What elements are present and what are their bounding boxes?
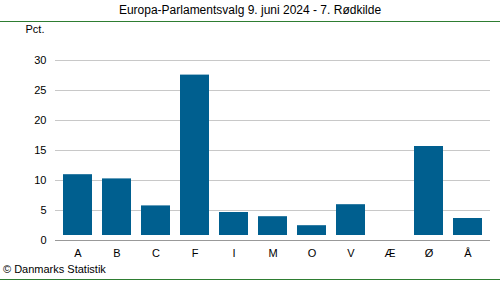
svg-text:Ø: Ø: [425, 247, 434, 259]
svg-text:I: I: [232, 247, 235, 259]
svg-text:C: C: [152, 247, 160, 259]
svg-text:M: M: [268, 247, 277, 259]
html-text:© Danmarks Statistik: © Danmarks Statistik: [3, 263, 106, 275]
svg-text:0: 0: [40, 234, 46, 246]
svg-text:Å: Å: [464, 247, 472, 259]
svg-text:30: 30: [34, 54, 46, 66]
svg-text:F: F: [192, 247, 199, 259]
svg-text:15: 15: [34, 144, 46, 156]
svg-text:A: A: [74, 247, 82, 259]
svg-text:Pct.: Pct.: [26, 23, 45, 35]
html-text:Europa-Parlamentsvalg 9. juni: Europa-Parlamentsvalg 9. juni 2024 - 7. …: [118, 3, 382, 17]
svg-text:V: V: [347, 247, 355, 259]
svg-text:O: O: [308, 247, 317, 259]
svg-text:B: B: [113, 247, 120, 259]
svg-text:5: 5: [40, 204, 46, 216]
svg-text:10: 10: [34, 174, 46, 186]
svg-text:Æ: Æ: [385, 247, 396, 259]
svg-text:20: 20: [34, 114, 46, 126]
svg-text:25: 25: [34, 84, 46, 96]
